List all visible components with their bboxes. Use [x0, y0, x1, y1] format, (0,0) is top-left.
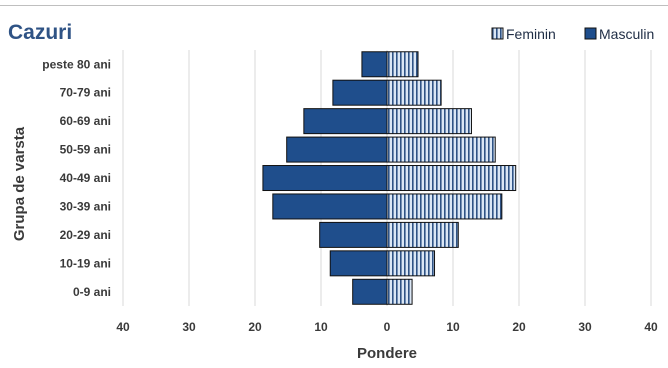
y-axis-title: Grupa de varsta [11, 126, 28, 241]
x-tick-label: 30 [578, 320, 592, 334]
x-tick-label: 40 [116, 320, 130, 334]
bar-masculin [303, 108, 388, 135]
x-tick-label: 30 [182, 320, 196, 334]
category-label: 40-49 ani [60, 171, 111, 185]
x-tick-label: 0 [384, 320, 391, 334]
category-label: 60-69 ani [60, 114, 111, 128]
x-tick-label: 40 [644, 320, 658, 334]
legend-label: Masculin [599, 26, 654, 42]
bar-feminin [386, 108, 472, 135]
category-label: peste 80 ani [42, 57, 111, 71]
category-label: 10-19 ani [60, 256, 111, 270]
category-label: 70-79 ani [60, 86, 111, 100]
bars [262, 51, 517, 305]
bar-masculin [262, 165, 388, 192]
bar-masculin [361, 51, 388, 78]
bar-masculin [352, 278, 388, 305]
bar-feminin [386, 51, 419, 78]
chart-title: Cazuri [8, 21, 72, 44]
x-tick-label: 10 [314, 320, 328, 334]
bar-feminin [386, 193, 503, 220]
bar-feminin [386, 278, 413, 305]
bar-masculin [319, 221, 388, 248]
category-label: 50-59 ani [60, 143, 111, 157]
category-labels: 0-9 ani 10-19 ani 20-29 ani 30-39 ani 40-49 … [42, 57, 111, 299]
category-label: 20-29 ani [60, 228, 111, 242]
bar-masculin [329, 250, 388, 277]
bar-feminin [386, 165, 517, 192]
category-label: 0-9 ani [73, 285, 111, 299]
x-tick-labels: 40 30 20 10 0 10 20 30 40 [116, 320, 658, 334]
bar-feminin [386, 79, 442, 106]
top-border [0, 5, 668, 6]
legend-swatch [584, 27, 597, 40]
legend: Feminin Masculin [491, 26, 654, 42]
x-tick-label: 20 [512, 320, 526, 334]
bar-masculin [286, 136, 388, 163]
bar-masculin [332, 79, 388, 106]
category-label: 30-39 ani [60, 199, 111, 213]
bar-feminin [386, 136, 496, 163]
x-axis-title: Pondere [357, 345, 417, 362]
legend-label: Feminin [506, 26, 556, 42]
x-tick-label: 10 [446, 320, 460, 334]
bar-feminin [386, 250, 436, 277]
x-tick-label: 20 [248, 320, 262, 334]
legend-swatch [491, 27, 504, 40]
bar-feminin [386, 221, 459, 248]
bar-masculin [272, 193, 388, 220]
